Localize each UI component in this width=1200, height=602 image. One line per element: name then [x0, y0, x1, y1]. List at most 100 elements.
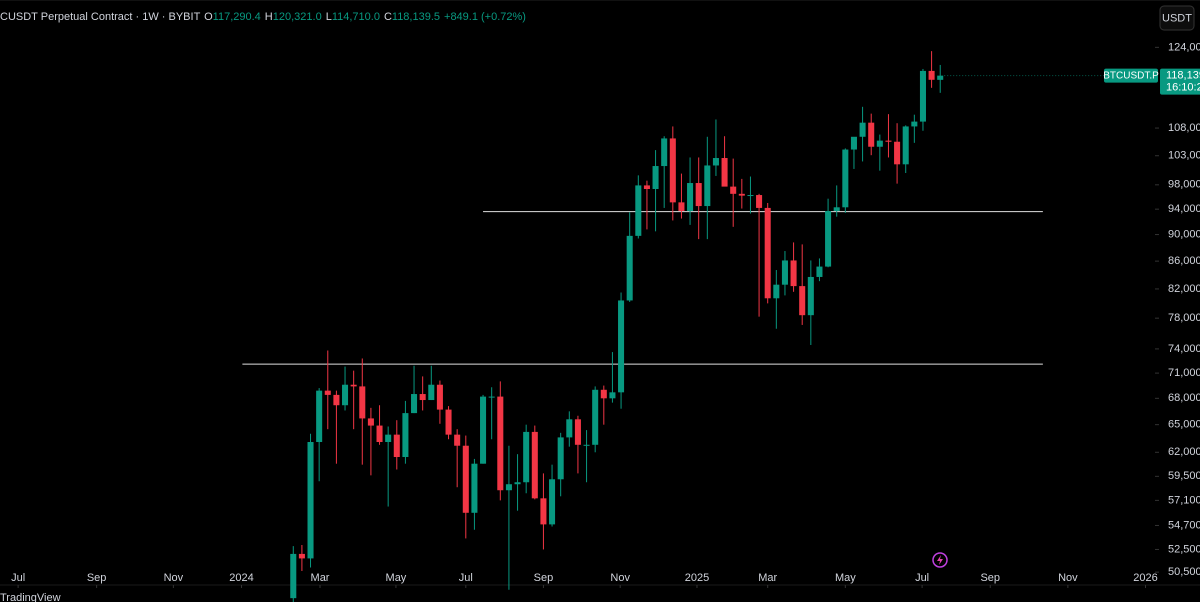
candle-body — [523, 431, 530, 483]
ohlc-value: 117,290.4 — [213, 11, 261, 23]
candle-body — [428, 384, 435, 401]
candle-body — [894, 141, 901, 165]
candle-body — [756, 195, 763, 208]
candle-body — [350, 384, 357, 387]
candle-body — [712, 158, 719, 166]
candle-body — [781, 260, 788, 285]
last-price-label: 118,139 — [1166, 70, 1200, 82]
candle-body — [583, 444, 590, 446]
x-tick-label: Nov — [164, 572, 184, 584]
candle-body — [419, 394, 426, 401]
x-tick-label: May — [386, 572, 407, 584]
currency-button-label[interactable]: USDT — [1162, 12, 1192, 24]
candle-body — [367, 418, 374, 426]
x-tick-label: Jul — [11, 572, 25, 584]
candle-body — [393, 434, 400, 458]
candle-body — [833, 207, 840, 212]
candle-body — [376, 425, 383, 443]
candle-body — [661, 138, 668, 167]
y-tick-label: 98,000 — [1168, 179, 1200, 191]
x-tick-label: 2025 — [685, 572, 709, 584]
candle-body — [799, 286, 806, 316]
candle-body — [600, 389, 607, 399]
candle-body — [480, 396, 487, 464]
x-tick-label: Sep — [980, 572, 1000, 584]
flash-icon-ring[interactable] — [932, 552, 948, 568]
candle-body — [919, 70, 926, 122]
ohlc-key: C — [384, 11, 392, 23]
candle-body — [290, 553, 297, 599]
x-tick-label: Jul — [459, 572, 473, 584]
x-tick-label: Jul — [915, 572, 929, 584]
candle-body — [635, 185, 642, 236]
candle-body — [626, 235, 633, 301]
symbol-tag-label: BTCUSDT.P — [1103, 70, 1159, 81]
candle-body — [316, 390, 323, 443]
candle-body — [825, 211, 832, 267]
candle-body — [911, 121, 918, 127]
y-tick-label: 124,000 — [1168, 41, 1200, 53]
candle-body — [738, 193, 745, 196]
candle-body — [445, 409, 452, 435]
y-tick-label: 54,700 — [1168, 519, 1200, 531]
last-price-tag — [1160, 68, 1200, 95]
candle-body — [618, 300, 625, 393]
candle-body — [902, 126, 909, 165]
candle-body — [359, 386, 366, 419]
x-tick-label: Sep — [534, 572, 554, 584]
candle-body — [592, 389, 599, 445]
candle-body — [342, 384, 349, 406]
x-tick-label: Nov — [1058, 572, 1078, 584]
candle-body — [652, 166, 659, 190]
x-tick-label: May — [835, 572, 856, 584]
y-tick-label: 68,000 — [1168, 392, 1200, 404]
ohlc-key: L — [326, 11, 332, 23]
y-tick-label: 82,000 — [1168, 283, 1200, 295]
candle-body — [643, 185, 650, 190]
candle-body — [868, 122, 875, 147]
y-tick-label: 57,100 — [1168, 494, 1200, 506]
candle-body — [462, 445, 469, 513]
candle-body — [324, 390, 331, 395]
x-tick-label: Nov — [610, 572, 630, 584]
candle-body — [402, 413, 409, 458]
y-tick-label: 78,000 — [1168, 312, 1200, 324]
candle-body — [488, 396, 495, 398]
y-tick-label: 74,000 — [1168, 343, 1200, 355]
flash-icon[interactable] — [932, 552, 948, 568]
y-tick-label: 62,000 — [1168, 446, 1200, 458]
candle-body — [773, 284, 780, 299]
candle-body — [730, 186, 737, 194]
y-tick-label: 103,000 — [1168, 150, 1200, 162]
ohlc-key: H — [265, 11, 273, 23]
candle-body — [885, 140, 892, 142]
x-tick-label: Mar — [311, 572, 330, 584]
candle-body — [678, 202, 685, 212]
candle-body — [937, 75, 944, 80]
price-change: +849.1 (+0.72%) — [444, 11, 526, 23]
x-tick-label: Mar — [758, 572, 777, 584]
candle-body — [385, 434, 392, 443]
footer-brand: TradingView — [0, 592, 61, 602]
x-tick-label: 2024 — [229, 572, 253, 584]
y-tick-label: 86,000 — [1168, 255, 1200, 267]
candle-body — [876, 140, 883, 147]
candle-body — [859, 122, 866, 137]
flash-icon-bolt[interactable] — [937, 555, 943, 565]
chart-header: CUSDT Perpetual Contract · 1W · BYBIT O11… — [0, 11, 526, 23]
candle-body — [928, 70, 935, 80]
y-tick-label: 50,500 — [1168, 566, 1200, 578]
y-tick-label: 108,000 — [1168, 122, 1200, 134]
candle-body — [505, 484, 512, 491]
x-tick-label: Sep — [87, 572, 107, 584]
candle-body — [842, 149, 849, 208]
candle-body — [514, 482, 521, 485]
currency-button[interactable] — [1159, 5, 1195, 31]
candle-body — [764, 207, 771, 299]
y-tick-label: 52,500 — [1168, 543, 1200, 555]
symbol-tag — [1104, 68, 1158, 83]
y-tick-label: 94,000 — [1168, 203, 1200, 215]
candle-body — [790, 260, 797, 287]
